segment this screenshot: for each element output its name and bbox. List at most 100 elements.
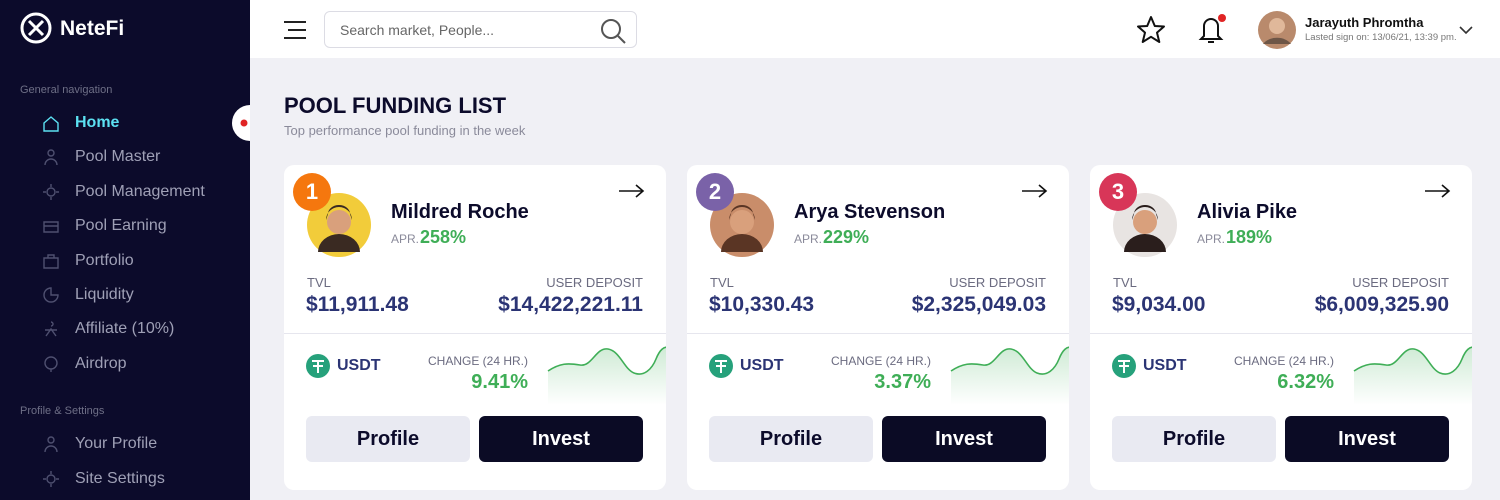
deposit-label: USER DEPOSIT bbox=[1352, 275, 1449, 290]
token-icon bbox=[306, 354, 330, 378]
apr-value: 258% bbox=[420, 227, 467, 247]
logo bbox=[20, 12, 52, 44]
avatar-face bbox=[730, 210, 754, 234]
detail-arrow[interactable] bbox=[1021, 183, 1049, 199]
nav-icon-shape bbox=[43, 287, 59, 303]
change-value: 3.37% bbox=[874, 371, 931, 393]
sidebar: NeteFi General navigation Home Pool Master… bbox=[0, 0, 250, 500]
sparkline-line bbox=[950, 346, 1069, 375]
notifications-icon[interactable] bbox=[1196, 12, 1228, 46]
brand: NeteFi bbox=[60, 17, 125, 40]
pool-name: Alivia Pike bbox=[1197, 201, 1298, 223]
token-icon bbox=[709, 354, 733, 378]
pool-avatar bbox=[1113, 193, 1177, 257]
sparkline bbox=[1353, 346, 1472, 405]
deposit-value: $6,009,325.90 bbox=[1314, 293, 1449, 316]
deposit-label: USER DEPOSIT bbox=[546, 275, 643, 290]
deposit-value: $14,422,221.11 bbox=[498, 293, 643, 316]
avatar-face bbox=[327, 210, 351, 234]
divider bbox=[687, 333, 1069, 334]
nav-item[interactable]: Your Profile bbox=[75, 435, 158, 453]
invest-button[interactable]: Invest bbox=[1285, 416, 1449, 462]
apr-label: APR. bbox=[391, 232, 420, 246]
detail-arrow[interactable] bbox=[1424, 183, 1452, 199]
avatar-body bbox=[318, 234, 360, 252]
search-icon[interactable] bbox=[599, 17, 627, 45]
detail-arrow[interactable] bbox=[618, 183, 646, 199]
favorites-icon[interactable] bbox=[1136, 15, 1166, 45]
nav-icon-shape bbox=[44, 436, 58, 453]
nav-icon bbox=[43, 183, 59, 200]
nav-icon bbox=[43, 221, 59, 233]
nav-icon-shape bbox=[43, 470, 59, 487]
change-label: CHANGE (24 HR.) bbox=[1233, 354, 1334, 368]
change-label: CHANGE (24 HR.) bbox=[427, 354, 528, 368]
menu-button[interactable] bbox=[283, 20, 307, 40]
token-glyph bbox=[312, 360, 324, 373]
search-box[interactable]: Search market, People... bbox=[324, 11, 637, 48]
tvl-value: $10,330.43 bbox=[709, 293, 815, 316]
nav-icon bbox=[43, 253, 59, 269]
nav-icon bbox=[44, 356, 58, 372]
nav-item[interactable]: Pool Management bbox=[75, 182, 205, 200]
profile-button[interactable]: Profile bbox=[1112, 416, 1276, 462]
nav-item[interactable]: Home bbox=[75, 114, 120, 131]
change-value: 6.32% bbox=[1277, 371, 1334, 393]
search-placeholder: Search market, People... bbox=[340, 22, 495, 38]
nav-item[interactable]: Affiliate (10%) bbox=[75, 320, 175, 338]
page-subtitle: Top performance pool funding in the week bbox=[284, 123, 526, 138]
sparkline-area bbox=[548, 347, 666, 405]
sparkline-line bbox=[547, 346, 666, 375]
pool-avatar bbox=[710, 193, 774, 257]
invest-button[interactable]: Invest bbox=[882, 416, 1046, 462]
nav-icon bbox=[44, 436, 58, 453]
nav-icon bbox=[43, 287, 59, 303]
nav-item[interactable]: Pool Earning bbox=[75, 217, 167, 235]
invest-button[interactable]: Invest bbox=[479, 416, 643, 462]
user-menu-chevron[interactable] bbox=[1458, 24, 1474, 36]
pool-name: Arya Stevenson bbox=[794, 201, 946, 223]
apr-label: APR. bbox=[794, 232, 823, 246]
sparkline bbox=[950, 346, 1069, 405]
avatar-face bbox=[1133, 210, 1157, 234]
nav-icon bbox=[45, 321, 57, 337]
nav-section-title: General navigation bbox=[20, 84, 113, 96]
rank-badge: 3 bbox=[1099, 173, 1137, 211]
pool-card: 3 Alivia Pike APR. 189% TVL $9,034.00 USER DEP… bbox=[1090, 165, 1472, 490]
nav-item[interactable]: Site Settings bbox=[75, 469, 165, 487]
divider bbox=[1090, 333, 1472, 334]
sparkline bbox=[547, 346, 666, 405]
nav-item[interactable]: Liquidity bbox=[75, 286, 134, 303]
nav-icon-shape bbox=[43, 116, 59, 132]
sparkline-area bbox=[951, 347, 1069, 405]
tvl-label: TVL bbox=[307, 275, 331, 290]
profile-button[interactable]: Profile bbox=[709, 416, 873, 462]
nav-icon-shape bbox=[43, 221, 59, 233]
profile-button[interactable]: Profile bbox=[306, 416, 470, 462]
arrow-shape bbox=[1022, 184, 1048, 198]
pool-name: Mildred Roche bbox=[391, 201, 529, 223]
arrow-shape bbox=[1425, 184, 1451, 198]
nav-icon bbox=[44, 149, 58, 166]
nav-item[interactable]: Airdrop bbox=[75, 354, 127, 372]
token-name: USDT bbox=[1143, 357, 1187, 374]
rank-badge: 1 bbox=[293, 173, 331, 211]
change-value: 9.41% bbox=[471, 371, 528, 393]
nav-icon-shape bbox=[43, 253, 59, 269]
active-notch bbox=[232, 105, 250, 141]
top-bar: Search market, People... Jarayuth Phromt… bbox=[250, 0, 1500, 58]
nav-item[interactable]: Pool Master bbox=[75, 148, 161, 166]
token-name: USDT bbox=[740, 357, 784, 374]
nav-icon-shape bbox=[45, 321, 57, 337]
nav-icon bbox=[43, 116, 59, 132]
nav-item[interactable]: Portfolio bbox=[75, 251, 134, 269]
sparkline-line bbox=[1353, 346, 1472, 375]
deposit-value: $2,325,049.03 bbox=[911, 293, 1046, 316]
change-label: CHANGE (24 HR.) bbox=[830, 354, 931, 368]
nav-icon-shape bbox=[44, 149, 58, 166]
page-title: POOL FUNDING LIST bbox=[284, 93, 507, 118]
tvl-value: $11,911.48 bbox=[306, 293, 409, 316]
tvl-label: TVL bbox=[710, 275, 734, 290]
user-avatar[interactable] bbox=[1257, 10, 1297, 50]
pool-card: 1 Mildred Roche APR. 258% TVL $11,911.48 USER … bbox=[284, 165, 666, 490]
